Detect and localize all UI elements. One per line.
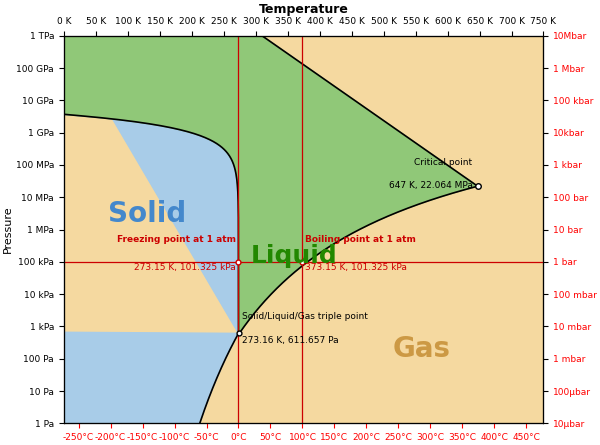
Text: 273.16 K, 611.657 Pa: 273.16 K, 611.657 Pa xyxy=(242,336,339,345)
X-axis label: Temperature: Temperature xyxy=(259,3,349,16)
Text: Gas: Gas xyxy=(393,335,451,363)
Text: 273.15 K, 101.325 kPa: 273.15 K, 101.325 kPa xyxy=(134,263,236,272)
Text: Solid/Liquid/Gas triple point: Solid/Liquid/Gas triple point xyxy=(242,312,368,320)
Text: 647 K, 22.064 MPa: 647 K, 22.064 MPa xyxy=(389,181,472,190)
Text: Solid: Solid xyxy=(108,200,186,228)
Text: Liquid: Liquid xyxy=(251,244,337,268)
Y-axis label: Pressure: Pressure xyxy=(3,206,13,253)
Text: Freezing point at 1 atm: Freezing point at 1 atm xyxy=(117,235,236,244)
Polygon shape xyxy=(64,36,478,333)
Text: Boiling point at 1 atm: Boiling point at 1 atm xyxy=(305,235,416,244)
Polygon shape xyxy=(0,36,239,445)
Text: Critical point: Critical point xyxy=(415,158,472,167)
Text: 373.15 K, 101.325 kPa: 373.15 K, 101.325 kPa xyxy=(305,263,407,272)
